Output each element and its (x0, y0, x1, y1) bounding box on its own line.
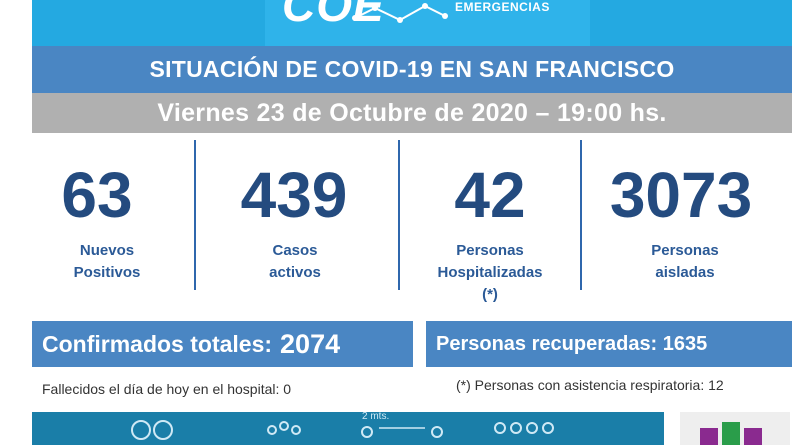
confirmed-totals-box: Confirmados totales: 2074 (32, 321, 413, 367)
stat-label-line: Nuevos (79, 242, 135, 259)
logo-subtitle: EMERGENCIAS (455, 0, 550, 14)
stat-label-isolated: Personas aisladas (620, 240, 750, 284)
stat-value-new-positives: 63 (61, 159, 133, 231)
social-distance-icon (361, 426, 443, 438)
prevention-footer: 2 mts. (32, 411, 664, 445)
confirmed-label: Confirmados totales: (42, 330, 273, 357)
logo-text: COE (282, 0, 385, 31)
report-date: Viernes 23 de Octubre de 2020 – 19:00 hs… (157, 98, 667, 127)
stat-value-active-cases: 439 (240, 159, 348, 231)
municipal-logo (680, 412, 790, 445)
stat-label-line: Positivos (73, 264, 141, 281)
divider (398, 140, 400, 290)
stat-label-line: Hospitalizadas (437, 264, 543, 281)
recovered-box: Personas recuperadas: 1635 (426, 321, 792, 367)
stat-label-line: Personas (456, 242, 524, 259)
respiratory-note: (*) Personas con asistencia respiratoria… (456, 377, 724, 393)
date-band: Viernes 23 de Octubre de 2020 – 19:00 hs… (32, 93, 792, 133)
stat-label-line: (*) (482, 286, 498, 303)
divider (194, 140, 196, 290)
stat-label-new-positives: Nuevos Positivos (42, 240, 172, 284)
recovered-text: Personas recuperadas: 1635 (436, 332, 708, 355)
stat-label-hospitalized: Personas Hospitalizadas (*) (420, 240, 560, 306)
people-group-icon (494, 422, 554, 434)
divider (580, 140, 582, 290)
network-icon (352, 3, 448, 23)
stat-value-isolated: 3073 (609, 159, 753, 231)
title-band: SITUACIÓN DE COVID-19 EN SAN FRANCISCO (32, 46, 792, 93)
page-title: SITUACIÓN DE COVID-19 EN SAN FRANCISCO (149, 56, 675, 82)
stat-value-hospitalized: 42 (454, 159, 526, 231)
stat-label-active-cases: Casos activos (230, 240, 360, 284)
stat-label-line: Casos (272, 242, 318, 259)
stat-label-line: aisladas (655, 264, 715, 281)
coe-logo (265, 0, 590, 46)
stat-label-line: Personas (651, 242, 719, 259)
water-drops-icon (267, 421, 301, 435)
municipal-logo-icon (700, 422, 762, 445)
mask-icon (131, 420, 173, 440)
stat-label-line: activos (269, 264, 321, 281)
deaths-note: Fallecidos el día de hoy en el hospital:… (42, 381, 292, 397)
distance-label: 2 mts. (362, 411, 390, 422)
confirmed-value: 2074 (280, 328, 341, 359)
